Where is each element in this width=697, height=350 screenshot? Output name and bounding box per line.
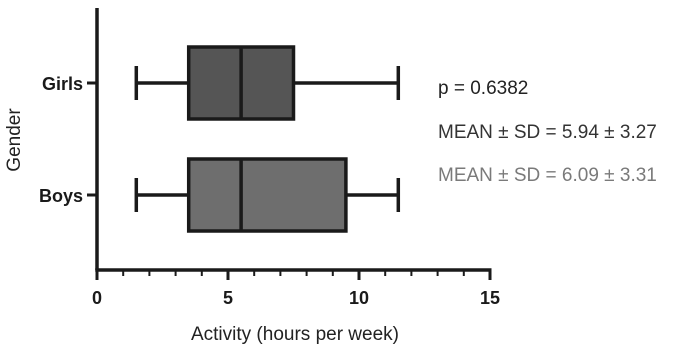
y-tick-label: Girls	[42, 74, 83, 94]
box-boys	[134, 157, 401, 233]
axes: 0 5 10 15 Girls Boys	[39, 8, 500, 308]
x-tick-label: 0	[92, 288, 102, 308]
x-tick-label: 10	[349, 288, 369, 308]
x-tick-label: 15	[480, 288, 500, 308]
boxes	[134, 45, 401, 233]
x-axis-label: Activity (hours per week)	[191, 324, 399, 345]
iqr-box	[186, 157, 348, 233]
y-axis-label: Gender	[4, 108, 25, 172]
p-value-annotation: p = 0.6382	[438, 78, 529, 99]
box-girls	[134, 45, 401, 121]
girls-stats-annotation: MEAN ± SD = 5.94 ± 3.27	[438, 122, 657, 143]
x-tick-label: 5	[223, 288, 233, 308]
y-tick-label: Boys	[39, 186, 83, 206]
boys-stats-annotation: MEAN ± SD = 6.09 ± 3.31	[438, 165, 657, 186]
